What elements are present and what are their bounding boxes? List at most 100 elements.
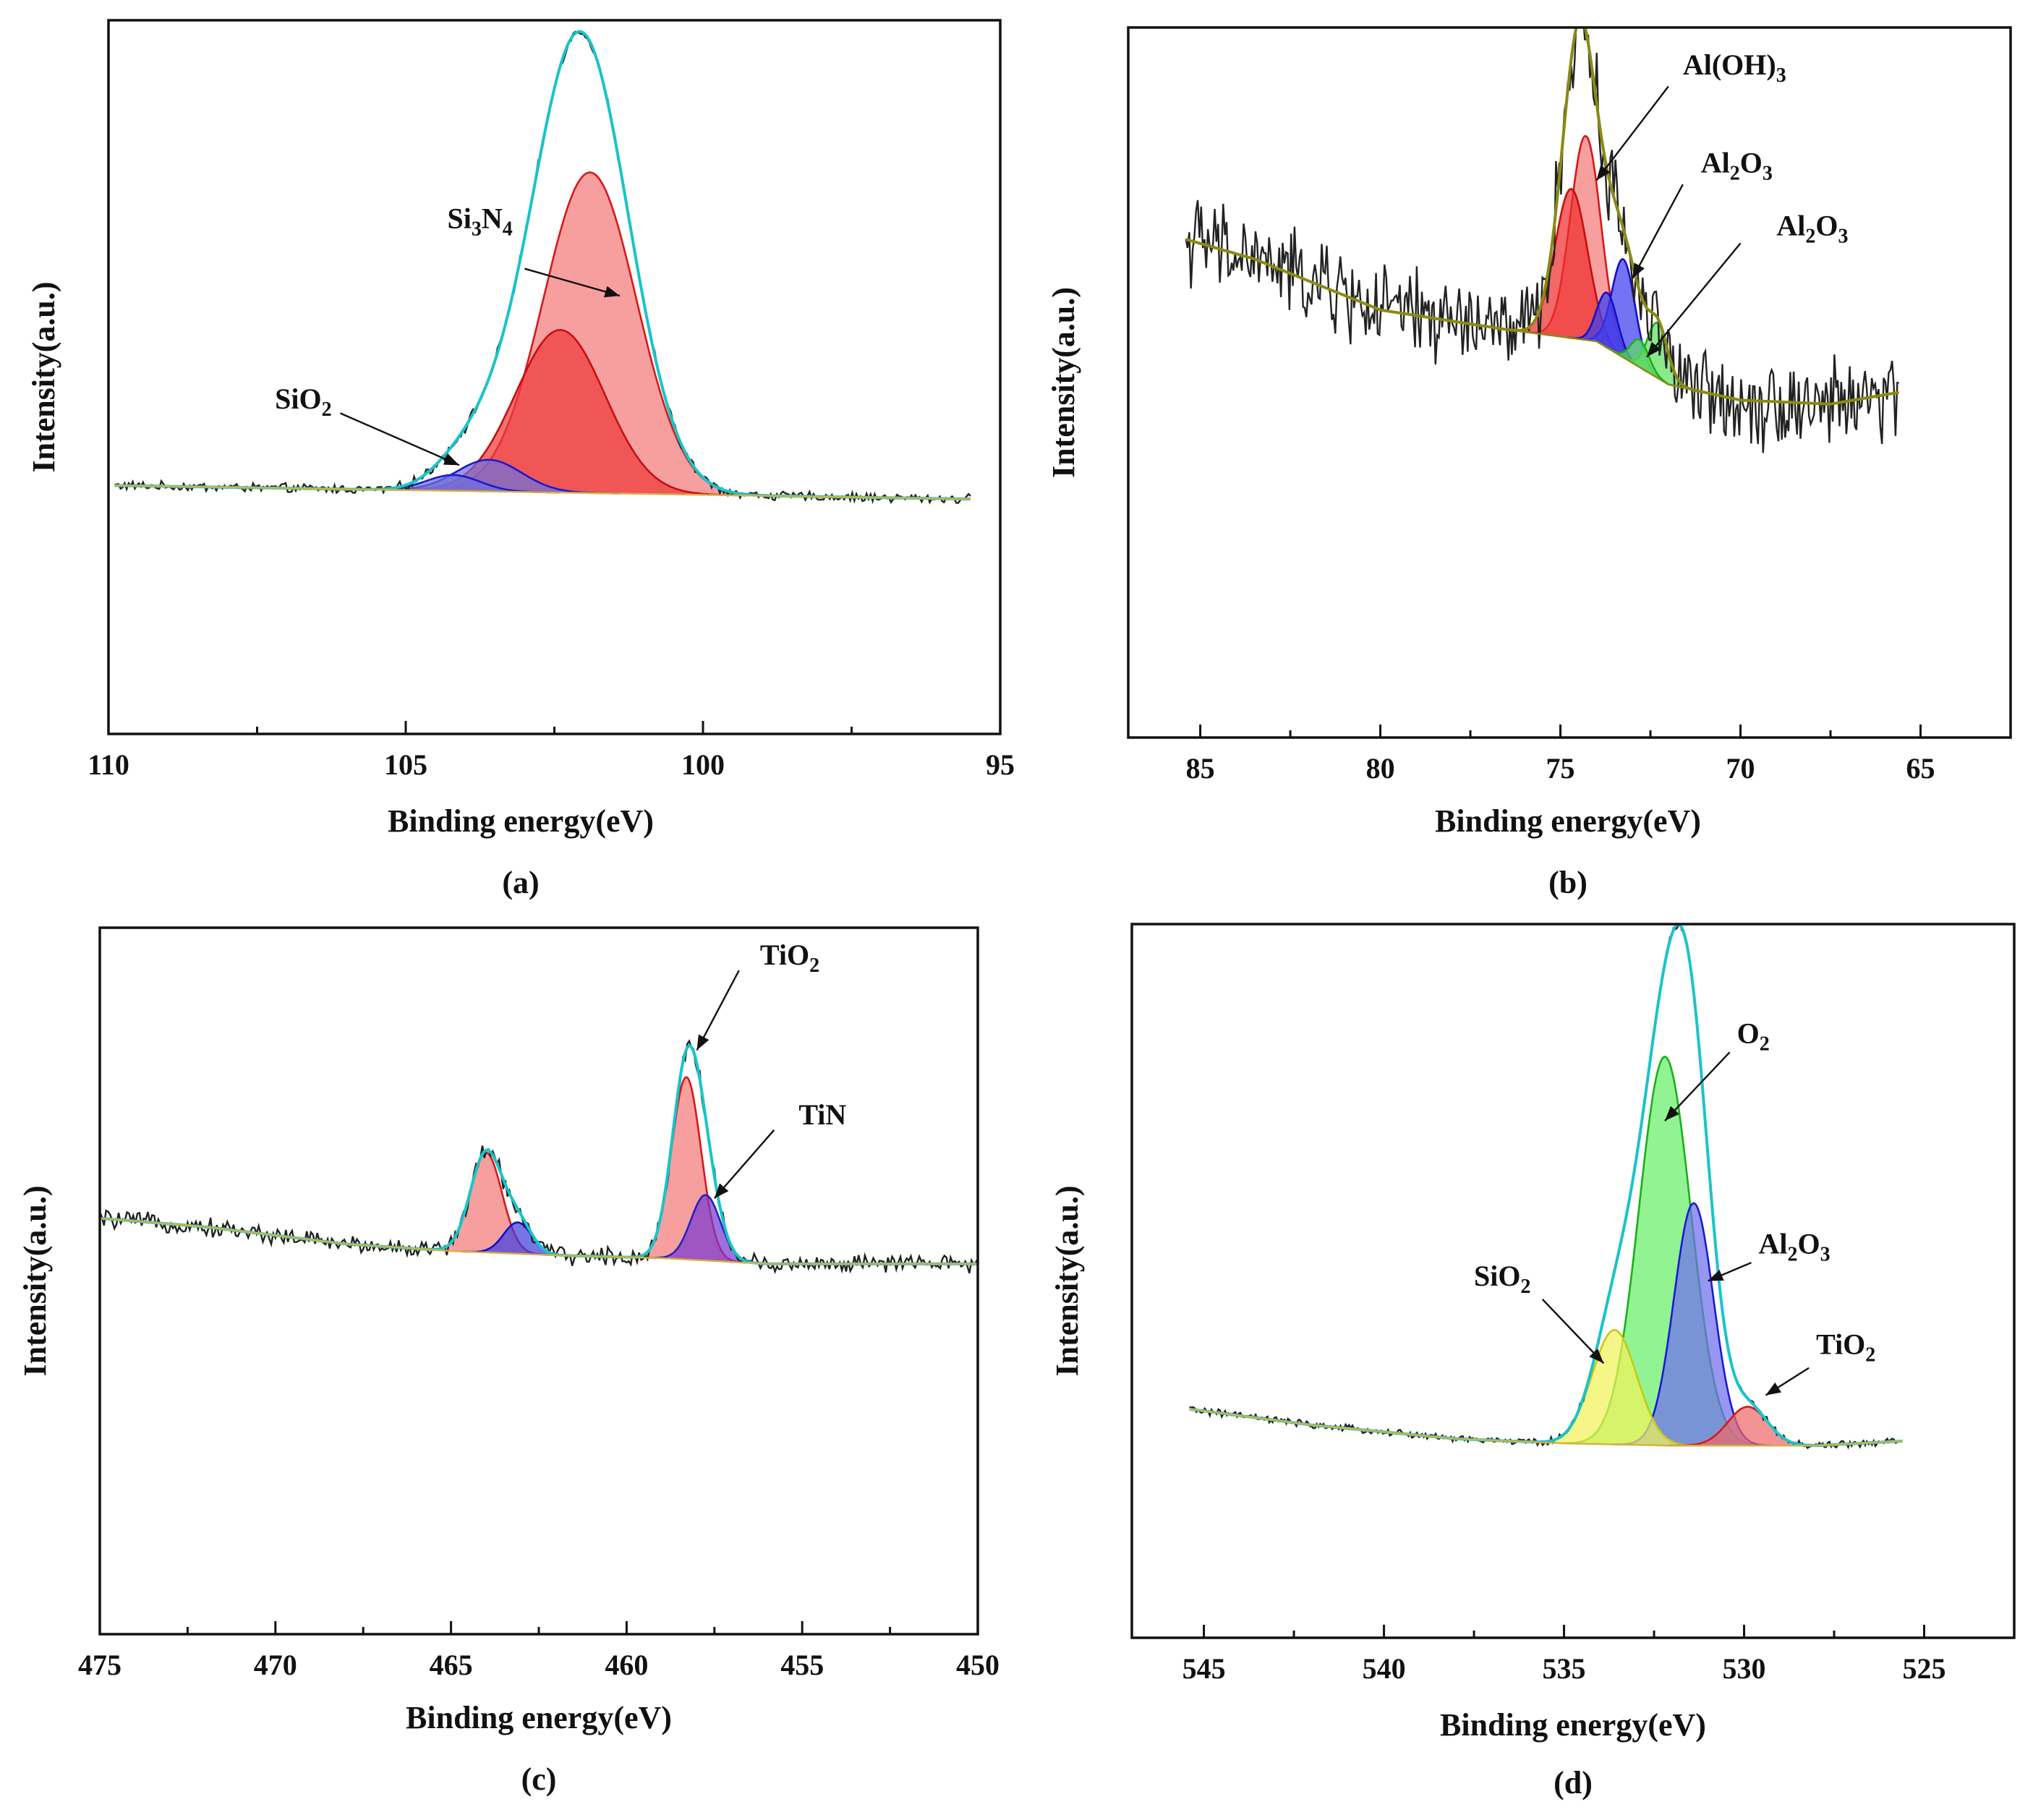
annotation-arrowhead [1664, 1106, 1679, 1122]
raw-spectrum [1189, 924, 1903, 1450]
panel-label: (c) [521, 1761, 557, 1797]
annotation-arrowhead [443, 453, 459, 466]
x-tick-label: 540 [1363, 1652, 1406, 1685]
plot-frame [98, 926, 979, 1636]
x-tick-label: 80 [1366, 752, 1395, 785]
annotation-arrowhead [1708, 1270, 1724, 1281]
annotation-arrowhead [1632, 262, 1645, 279]
peak-annotation: Al2O3 [1646, 210, 1848, 358]
peak-annotation: Al2O3 [1632, 147, 1773, 279]
x-tick-label: 530 [1723, 1652, 1766, 1685]
peak-fill-al2o3-3 [1567, 292, 1648, 372]
annotation-leader-line [713, 1129, 775, 1200]
raw-spectrum [1185, 27, 1899, 453]
x-tick-label: 75 [1546, 752, 1575, 785]
background-line [100, 1217, 978, 1265]
background-line [1185, 238, 1899, 406]
annotation-label: Si3N4 [448, 202, 513, 240]
annotation-label: O2 [1737, 1017, 1770, 1056]
peak-fill-al2o3-4 [1617, 322, 1698, 391]
peak-fill-tio2-0 [422, 1153, 550, 1255]
annotation-leader-line [1664, 1051, 1731, 1122]
x-axis-title: Binding energy(eV) [388, 803, 654, 839]
peak-annotation: SiO2 [275, 383, 460, 466]
panel-label: (d) [1553, 1765, 1593, 1800]
x-tick-label: 535 [1543, 1652, 1586, 1685]
x-tick-label: 465 [430, 1649, 473, 1681]
plot-frame [1130, 923, 2016, 1639]
peak-fill-si3n4-1 [382, 330, 739, 496]
annotation-arrowhead [696, 1034, 709, 1051]
annotation-arrowhead [1589, 1348, 1604, 1364]
annotation-label: TiO2 [1816, 1328, 1875, 1367]
peak-fill-o2-0 [1561, 1056, 1769, 1446]
peak-annotation: TiO2 [696, 939, 819, 1051]
x-tick-label: 110 [88, 748, 129, 781]
annotation-label: TiO2 [760, 939, 819, 977]
annotation-label: TiN [798, 1098, 846, 1131]
x-tick-label: 450 [956, 1649, 1000, 1681]
xps-panel-b: 85 80 75 70 65 Binding energy(eV) Intensity(a.… [1046, 26, 2012, 900]
annotation-leader-line [1632, 184, 1684, 279]
x-tick-label: 70 [1726, 752, 1755, 785]
xps-panel-c: 475 470 465 460 455 450 Binding energy(eV) Inte… [17, 926, 1000, 1797]
x-tick-label: 455 [780, 1649, 824, 1681]
peak-annotation: Al2O3 [1708, 1228, 1830, 1282]
raw-spectrum [100, 1039, 978, 1274]
annotation-label: Al2O3 [1758, 1228, 1830, 1266]
annotation-leader-line [1595, 85, 1669, 181]
annotation-leader-line [1646, 242, 1742, 358]
plot-area [1185, 27, 1899, 453]
peak-fill-al2o3-2 [1577, 259, 1670, 385]
annotation-leader-line [524, 268, 621, 297]
annotation-label: Al2O3 [1701, 147, 1773, 185]
x-tick-label: 525 [1903, 1652, 1946, 1685]
xps-panel-a: 110 105 100 95 Binding energy(eV) Intensity(a… [26, 19, 1015, 900]
x-tick-label: 65 [1906, 752, 1935, 785]
peak-annotation: O2 [1664, 1017, 1770, 1122]
annotation-leader-line [696, 970, 740, 1051]
envelope-fit [100, 1043, 978, 1265]
peak-fill-tio2-3 [1668, 1406, 1828, 1446]
x-tick-label: 95 [986, 748, 1015, 781]
annotation-label: SiO2 [275, 383, 331, 421]
x-tick-label: 460 [605, 1649, 648, 1681]
envelope-fit [1189, 924, 1903, 1448]
x-tick-label: 545 [1182, 1652, 1226, 1685]
plot-area [100, 1039, 978, 1274]
peak-annotation: Si3N4 [448, 202, 621, 298]
peak-fill-sio2-2 [358, 459, 620, 494]
x-tick-label: 85 [1186, 752, 1215, 785]
background-line [1189, 1408, 1903, 1447]
y-axis-title: Intensity(a.u.) [26, 281, 61, 472]
peak-fill-al2o3-1 [1614, 1202, 1773, 1446]
peak-annotation: TiO2 [1765, 1328, 1875, 1396]
y-axis-title: Intensity(a.u.) [1046, 287, 1081, 478]
plot-frame [1127, 26, 2012, 739]
peak-annotation: Al(OH)3 [1595, 48, 1786, 181]
annotation-arrowhead [1596, 165, 1611, 181]
annotation-label: Al2O3 [1776, 210, 1848, 248]
x-axis-title: Binding energy(eV) [1435, 803, 1701, 839]
annotation-arrowhead [604, 286, 620, 298]
background-line [114, 484, 971, 500]
y-axis-title: Intensity(a.u.) [17, 1185, 53, 1376]
annotation-arrowhead [1647, 341, 1661, 357]
xps-panel-d: 545 540 535 530 525 Binding energy(eV) Intensi… [1049, 923, 2016, 1800]
x-tick-label: 470 [254, 1649, 297, 1681]
annotation-arrowhead [1765, 1382, 1782, 1396]
y-axis-title: Intensity(a.u.) [1049, 1185, 1085, 1376]
peak-annotation: SiO2 [1474, 1260, 1605, 1364]
x-axis-title: Binding energy(eV) [406, 1700, 672, 1735]
peak-fill-si3n4-0 [404, 172, 776, 496]
plot-area [114, 30, 971, 505]
annotation-leader-line [340, 412, 460, 466]
x-tick-label: 100 [681, 748, 725, 781]
peak-annotation: TiN [713, 1098, 846, 1200]
panel-label: (a) [502, 865, 539, 900]
x-axis-title: Binding energy(eV) [1440, 1707, 1706, 1743]
x-tick-label: 475 [78, 1649, 122, 1681]
peak-fill-tin-1 [461, 1222, 574, 1256]
panel-label: (b) [1548, 865, 1587, 900]
